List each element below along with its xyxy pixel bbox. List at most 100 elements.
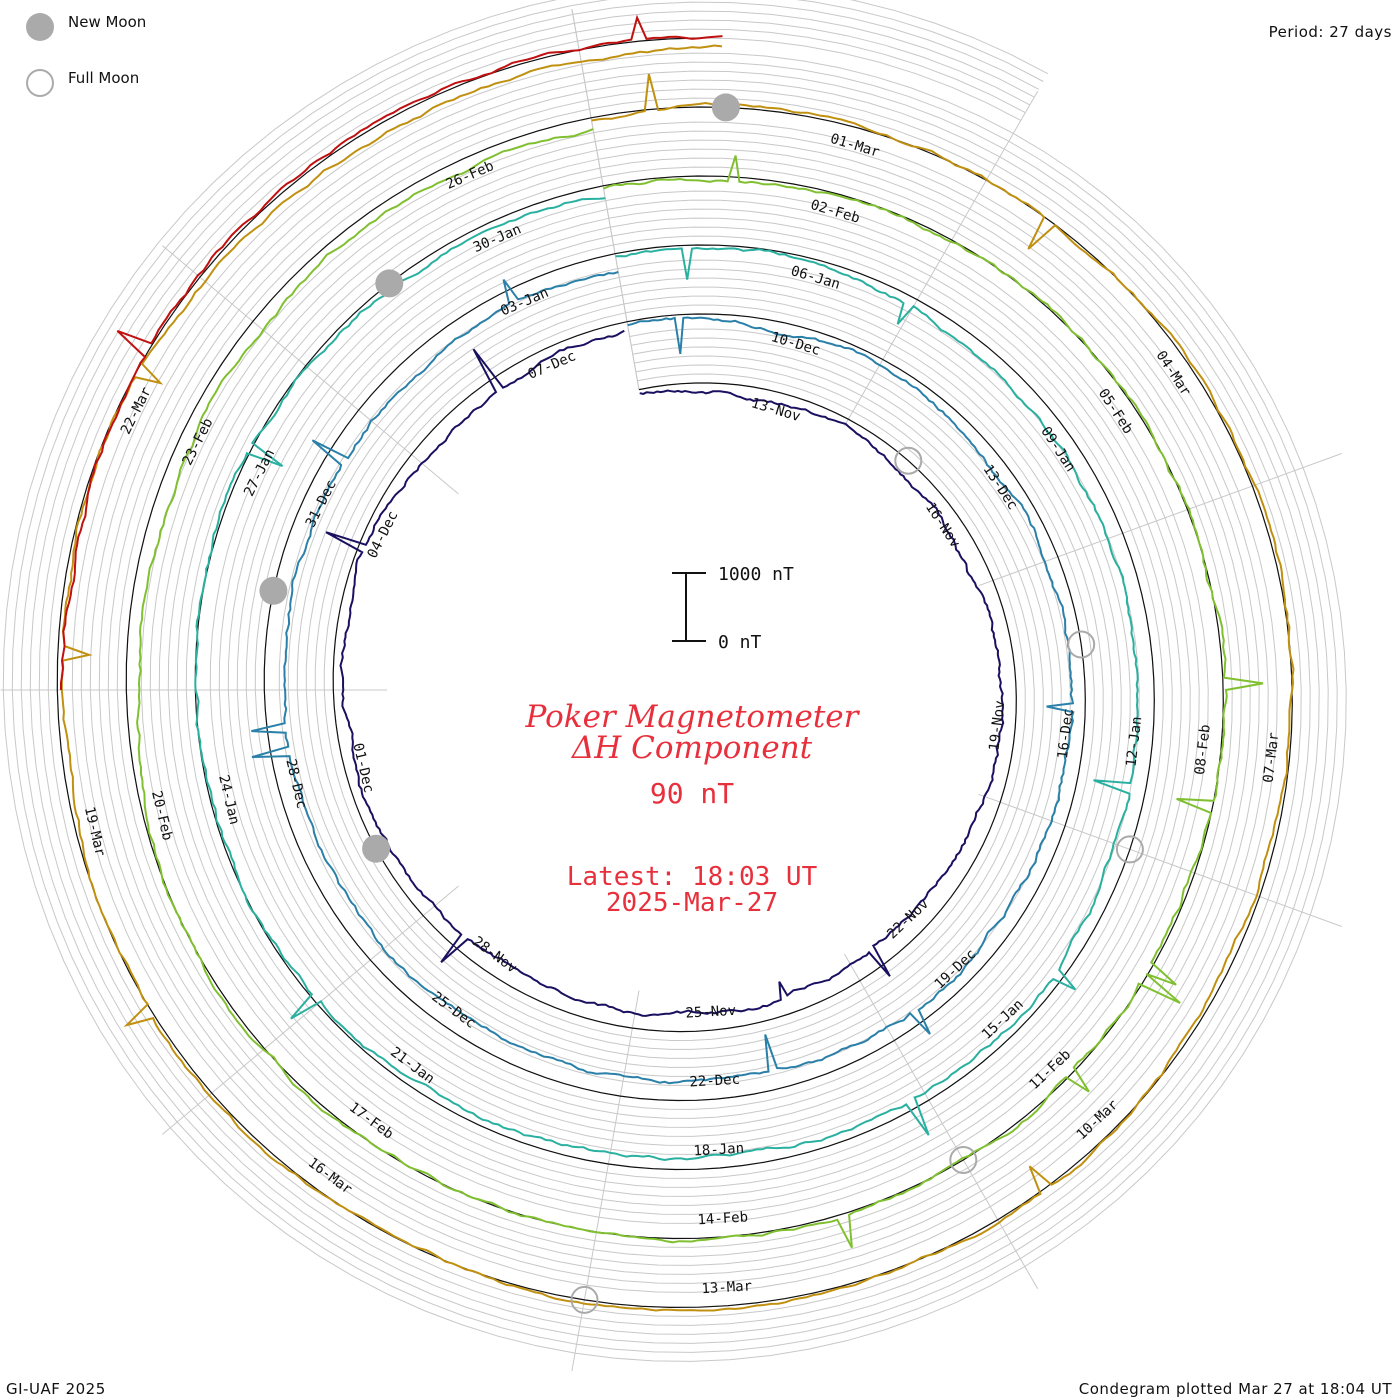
date-label: 13-Nov [749, 395, 802, 425]
trace-jan-feb [136, 128, 1264, 1249]
date-label: 13-Mar [701, 1278, 752, 1297]
grid-ring [323, 312, 1026, 1042]
date-label: 01-Dec [349, 742, 376, 795]
scale-bar: 1000 nT 0 nT [672, 564, 794, 653]
date-label: 22-Dec [689, 1072, 740, 1091]
date-label: 28-Dec [282, 757, 309, 810]
new-moon-marker [259, 576, 288, 605]
full-moon-marker [1115, 835, 1144, 864]
grid-spoke [571, 9, 640, 390]
grid-ring [572, 1, 1040, 90]
data-traces [60, 14, 1295, 1312]
new-moon-marker [362, 834, 391, 863]
grid-ring [218, 208, 1131, 1146]
date-label: 10-Mar [1074, 1097, 1122, 1143]
chart-title-line2: ΔH Component [571, 730, 813, 766]
grid-ring [278, 268, 1071, 1086]
date-label: 22-Mar [118, 385, 155, 437]
grid-ring [332, 321, 1017, 1033]
new-moon-marker [375, 269, 404, 298]
grid-ring [176, 167, 1173, 1188]
baseline-spiral [56, 37, 1293, 1309]
date-label: 24-Jan [215, 773, 242, 826]
grid-ring [314, 303, 1035, 1050]
grid-ring [2, 0, 1347, 1362]
grid-spoke [571, 990, 640, 1371]
grid-ring [98, 90, 1251, 1266]
date-label: 09-Jan [1037, 424, 1078, 475]
date-label: 20-Feb [148, 789, 175, 842]
date-label: 07-Dec [526, 348, 579, 383]
new-moon-icon [26, 13, 54, 41]
grid-ring [149, 141, 1200, 1215]
grid-ring [140, 132, 1209, 1224]
full-moon-marker [570, 1285, 599, 1314]
grid-ring [158, 149, 1191, 1206]
period-label: Period: 27 days [1268, 23, 1392, 41]
date-label: 19-Dec [932, 946, 980, 992]
scale-bottom-label: 0 nT [718, 632, 762, 653]
footer-credit: GI-UAF 2025 [6, 1380, 106, 1398]
date-label: 25-Nov [685, 1003, 736, 1022]
date-label: 16-Dec [1055, 708, 1077, 760]
date-label: 18-Jan [693, 1141, 744, 1160]
baseline-value: 90 nT [650, 777, 734, 810]
new-moon-label: New Moon [68, 13, 147, 31]
date-label: 25-Dec [428, 989, 478, 1032]
grid-ring [254, 244, 1095, 1110]
center-title-block: Poker Magnetometer ΔH Component 90 nT La… [525, 699, 861, 918]
grid-ring [575, 19, 1031, 106]
date-label: 22-Nov [884, 896, 932, 942]
grid-ring [80, 73, 1269, 1284]
trace-feb-mar [60, 44, 1295, 1312]
date-label: 28-Nov [470, 934, 520, 977]
grid-spoke [844, 953, 1039, 1290]
full-moon-marker [949, 1146, 978, 1174]
date-label: 15-Jan [979, 996, 1027, 1042]
date-label: 31-Dec [303, 478, 340, 530]
chart-title-line1: Poker Magnetometer [525, 699, 861, 735]
grid-ring [849, 0, 1049, 75]
new-moon-marker [711, 93, 740, 122]
legend-new-moon: New Moon [26, 13, 146, 41]
trace-jan [194, 197, 1140, 1162]
date-label: 05-Feb [1095, 386, 1136, 437]
grid-ring [107, 99, 1242, 1257]
date-label: 26-Feb [444, 158, 497, 193]
grid-ring [185, 176, 1164, 1179]
date-label: 13-Dec [980, 462, 1021, 513]
grid-ring [116, 108, 1233, 1248]
trace-nov-dec [325, 329, 1005, 1017]
baseline-line [56, 37, 1293, 1309]
grid-ring [29, 22, 1320, 1335]
grid-ring [574, 10, 1035, 98]
grid-spoke [844, 90, 1039, 427]
date-label: 19-Mar [81, 805, 108, 858]
grid-ring [20, 13, 1329, 1344]
date-label: 21-Jan [387, 1044, 437, 1087]
date-label: 23-Feb [179, 416, 216, 468]
date-label: 11-Feb [1026, 1047, 1074, 1093]
date-label: 16-Nov [922, 500, 963, 551]
grid-ring [47, 40, 1302, 1317]
legend-full-moon: Full Moon [26, 69, 139, 97]
grid-spoke [978, 453, 1342, 587]
grid-rings [2, 0, 1347, 1362]
grid-ring [71, 64, 1278, 1293]
date-label: 07-Mar [1261, 732, 1283, 784]
grid-spoke [162, 885, 459, 1135]
full-moon-marker [1067, 630, 1096, 659]
date-label: 14-Feb [697, 1209, 748, 1228]
date-label: 04-Dec [364, 509, 401, 561]
grid-ring [167, 158, 1182, 1197]
moon-markers [259, 93, 1144, 1314]
date-label: 04-Mar [1153, 348, 1194, 399]
trace-mar [60, 14, 723, 690]
trace-dec-jan [251, 271, 1075, 1085]
grid-ring [577, 28, 1026, 114]
date-label: 08-Feb [1192, 724, 1214, 776]
grid-ring [296, 285, 1053, 1068]
footer-plot-time: Condegram plotted Mar 27 at 18:04 UT [1078, 1380, 1392, 1398]
grid-spoke [978, 793, 1342, 927]
